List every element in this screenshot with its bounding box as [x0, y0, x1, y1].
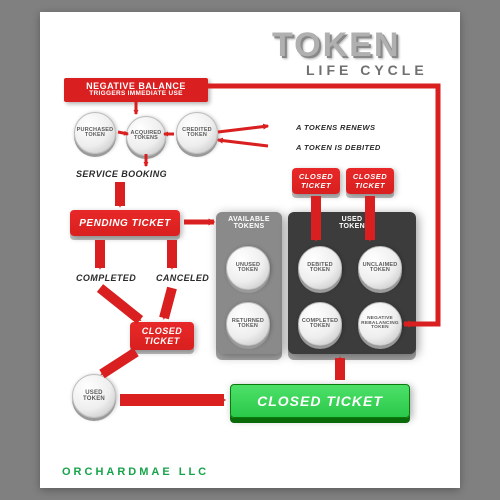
label-completed: COMPLETED: [76, 274, 136, 283]
label-service: SERVICE BOOKING: [76, 170, 167, 179]
pill-unused: UNUSEDTOKEN: [226, 246, 270, 290]
label-renews: A TOKENS RENEWS: [296, 124, 375, 132]
pill-acquired: ACQUIREDTOKENS: [126, 116, 166, 156]
pill-negreb: NEGATIVEREBALANCINGTOKEN: [358, 302, 402, 346]
diagram-canvas: TOKENLIFE CYCLE NEGATIVE BALANCETRIGGERS …: [40, 12, 460, 488]
negative-balance-banner: NEGATIVE BALANCETRIGGERS IMMEDIATE USE: [64, 78, 208, 102]
plaque-pending: PENDING TICKET: [70, 210, 180, 236]
footer-brand: ORCHARDMAE LLC: [62, 466, 209, 478]
pill-credited: CREDITEDTOKEN: [176, 112, 218, 154]
pill-unclaimed: UNCLAIMEDTOKEN: [358, 246, 402, 290]
pill-purchased: PURCHASEDTOKEN: [74, 112, 116, 154]
label-canceled: CANCELED: [156, 274, 209, 283]
title-main: TOKEN: [272, 26, 400, 65]
plaque-closed1: CLOSEDTICKET: [130, 322, 194, 350]
plaque-closed2: CLOSEDTICKET: [292, 168, 340, 194]
pill-completed: COMPLETEDTOKEN: [298, 302, 342, 346]
title-sub: LIFE CYCLE: [306, 62, 428, 78]
label-debited_l: A TOKEN IS DEBITED: [296, 144, 381, 152]
banner-line2: TRIGGERS IMMEDIATE USE: [89, 91, 183, 98]
arrow-a10: [102, 352, 136, 374]
arrow-a8: [100, 288, 140, 320]
closed-ticket-final: CLOSED TICKET: [230, 384, 410, 418]
hatch-bottom: [318, 468, 438, 476]
pill-used_small: USEDTOKEN: [72, 374, 116, 418]
pill-returned: RETURNEDTOKEN: [226, 302, 270, 346]
arrow-a13: [218, 140, 268, 146]
hatch-top: [58, 30, 168, 38]
plaque-closed3: CLOSEDTICKET: [346, 168, 394, 194]
platform-label-used: USEDTOKEN: [322, 216, 382, 230]
arrow-a9: [164, 288, 172, 318]
pill-debited: DEBITEDTOKEN: [298, 246, 342, 290]
platform-label-available: AVAILABLETOKENS: [219, 216, 279, 230]
arrow-a12: [218, 126, 268, 132]
